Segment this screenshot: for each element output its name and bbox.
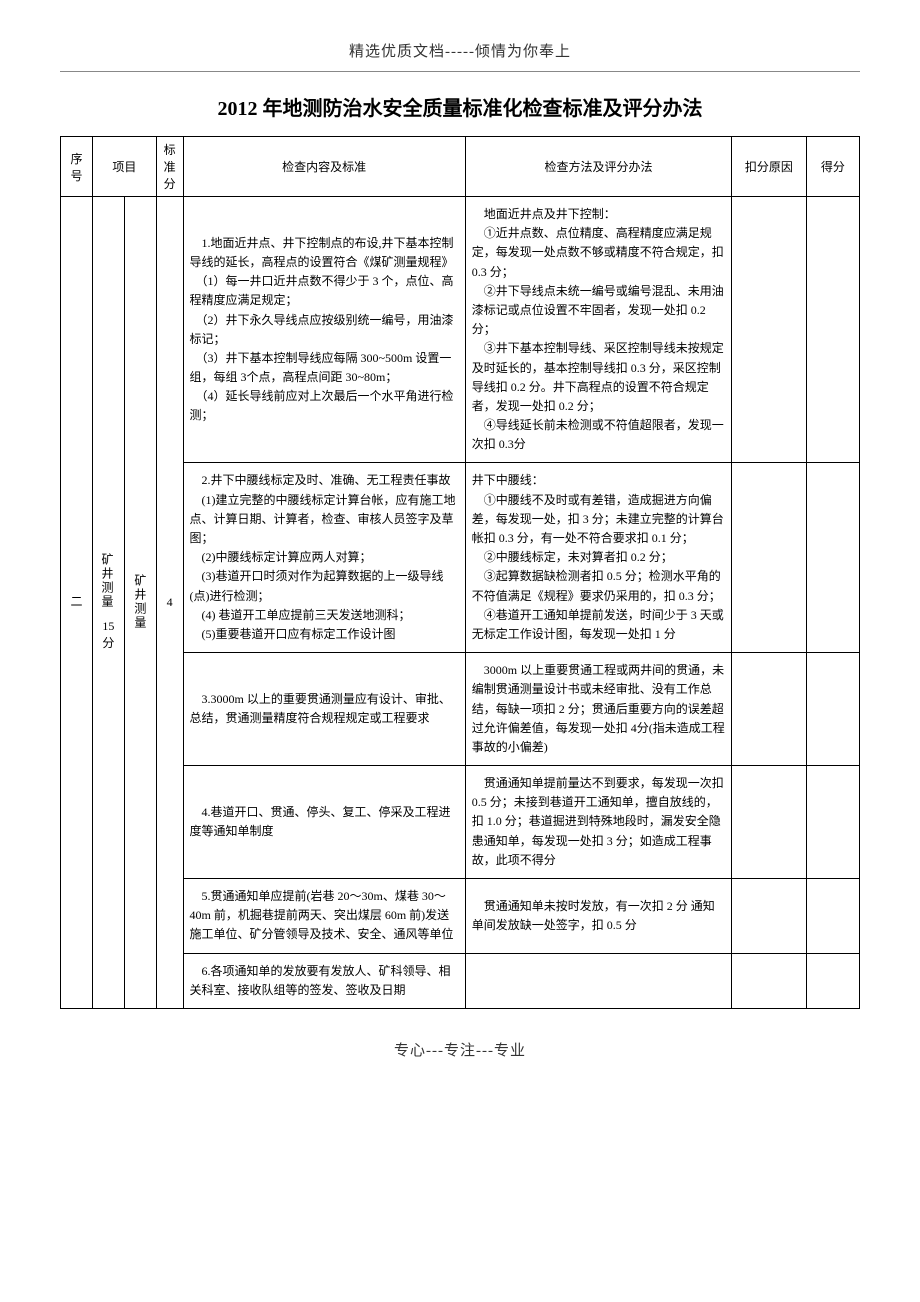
method-cell: 贯通通知单未按时发放，有一次扣 2 分 通知单间发放缺一处签字，扣 0.5 分 [465, 879, 731, 954]
col-standard-score: 标准分 [156, 137, 183, 197]
reason-cell [732, 766, 807, 879]
standard-score-cell: 4 [156, 197, 183, 1009]
score-cell [806, 463, 859, 653]
score-cell [806, 953, 859, 1008]
table-header-row: 序号 项目 标准分 检查内容及标准 检查方法及评分办法 扣分原因 得分 [61, 137, 860, 197]
method-cell [465, 953, 731, 1008]
page-footer: 专心---专注---专业 [60, 1039, 860, 1060]
reason-cell [732, 653, 807, 766]
content-cell: 4.巷道开口、贯通、停头、复工、停采及工程进度等通知单制度 [183, 766, 465, 879]
score-cell [806, 653, 859, 766]
col-check-content: 检查内容及标准 [183, 137, 465, 197]
score-cell [806, 766, 859, 879]
col-check-method: 检查方法及评分办法 [465, 137, 731, 197]
col-project: 项目 [92, 137, 156, 197]
reason-cell [732, 953, 807, 1008]
col-seq: 序号 [61, 137, 93, 197]
method-cell: 贯通通知单提前量达不到要求，每发现一次扣 0.5 分；未接到巷道开工通知单，擅自… [465, 766, 731, 879]
col-deduct-reason: 扣分原因 [732, 137, 807, 197]
method-cell: 3000m 以上重要贯通工程或两井间的贯通，未编制贯通测量设计书或未经审批、没有… [465, 653, 731, 766]
reason-cell [732, 463, 807, 653]
page-header: 精选优质文档-----倾情为你奉上 [60, 40, 860, 61]
project-main-cell: 矿井测量 15分 [92, 197, 124, 1009]
project-sub-cell: 矿井测量 [124, 197, 156, 1009]
table-row: 二 矿井测量 15分 矿井测量 4 1.地面近井点、井下控制点的布设,井下基本控… [61, 197, 860, 463]
reason-cell [732, 879, 807, 954]
seq-cell: 二 [61, 197, 93, 1009]
content-cell: 5.贯通通知单应提前(岩巷 20～30m、煤巷 30～40m 前，机掘巷提前两天… [183, 879, 465, 954]
method-cell: 地面近井点及井下控制： ①近井点数、点位精度、高程精度应满足规定，每发现一处点数… [465, 197, 731, 463]
content-cell: 1.地面近井点、井下控制点的布设,井下基本控制导线的延长，高程点的设置符合《煤矿… [183, 197, 465, 463]
col-score: 得分 [806, 137, 859, 197]
project-score-label: 15分 [99, 619, 118, 651]
score-cell [806, 197, 859, 463]
score-cell [806, 879, 859, 954]
project-main-label: 矿井测量 [99, 553, 116, 609]
standards-table: 序号 项目 标准分 检查内容及标准 检查方法及评分办法 扣分原因 得分 二 矿井… [60, 136, 860, 1009]
content-cell: 3.3000m 以上的重要贯通测量应有设计、审批、总结，贯通测量精度符合规程规定… [183, 653, 465, 766]
page-title: 2012 年地测防治水安全质量标准化检查标准及评分办法 [60, 92, 860, 121]
header-divider [60, 71, 860, 72]
method-cell: 井下中腰线： ①中腰线不及时或有差错，造成掘进方向偏差，每发现一处，扣 3 分；… [465, 463, 731, 653]
reason-cell [732, 197, 807, 463]
content-cell: 6.各项通知单的发放要有发放人、矿科领导、相关科室、接收队组等的签发、签收及日期 [183, 953, 465, 1008]
content-cell: 2.井下中腰线标定及时、准确、无工程责任事故 (1)建立完整的中腰线标定计算台帐… [183, 463, 465, 653]
